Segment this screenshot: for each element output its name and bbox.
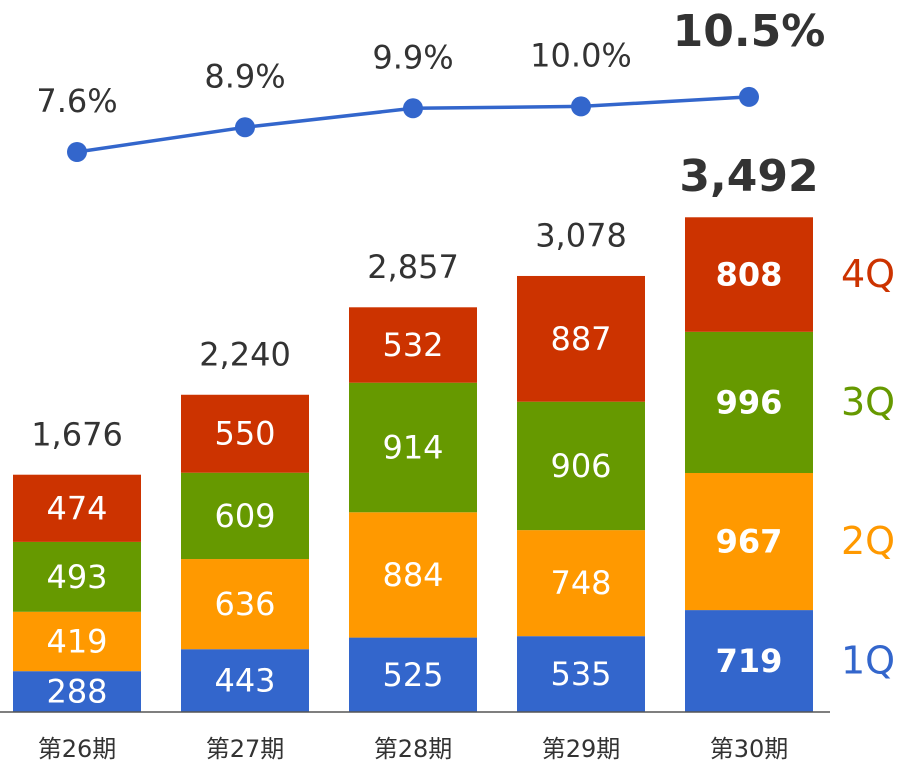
segment-label: 525: [382, 656, 443, 694]
bar-segment: [13, 611, 141, 672]
bar-segment: [685, 473, 813, 611]
bar-segment: [349, 307, 477, 383]
ratio-label: 7.6%: [36, 82, 117, 120]
segment-label: 914: [382, 428, 443, 466]
total-label: 2,240: [199, 335, 291, 373]
segment-label: 532: [382, 326, 443, 364]
ratio-point: [739, 86, 759, 107]
segment-label: 887: [550, 320, 611, 358]
bar-segment: [181, 394, 309, 473]
ratio-label: 10.5%: [673, 6, 826, 57]
bar-segment: [517, 530, 645, 637]
x-tick-label: 第30期: [710, 735, 789, 763]
ratio-label: 8.9%: [204, 57, 285, 95]
segment-label: 967: [716, 523, 783, 561]
bar-segment: [517, 275, 645, 402]
bar-segment: [685, 610, 813, 712]
bar-segment: [517, 636, 645, 712]
legend-label: 3Q: [841, 380, 895, 424]
bar-segment: [181, 559, 309, 650]
segment-label: 748: [550, 564, 611, 602]
segment-label: 808: [716, 256, 783, 294]
segment-label: 493: [46, 558, 107, 596]
bar-segment: [349, 637, 477, 712]
segment-label: 636: [214, 585, 275, 623]
x-tick-label: 第27期: [206, 735, 285, 763]
ratio-point: [235, 117, 255, 138]
bar-segment: [517, 401, 645, 531]
segment-label: 719: [716, 642, 783, 680]
x-tick-label: 第29期: [542, 735, 621, 763]
bar-segment: [181, 472, 309, 560]
segment-label: 550: [214, 415, 275, 453]
total-label: 2,857: [367, 248, 459, 286]
bar-segment: [349, 512, 477, 638]
bar-segment: [349, 382, 477, 513]
ratio-point: [571, 96, 591, 117]
x-tick-label: 第26期: [38, 735, 117, 763]
legend-label: 1Q: [841, 639, 895, 683]
total-label: 3,492: [679, 151, 818, 202]
bar-segment: [13, 541, 141, 612]
ratio-label: 9.9%: [372, 38, 453, 76]
legend-label: 4Q: [841, 252, 895, 296]
ratio-label: 10.0%: [530, 36, 632, 74]
segment-label: 419: [46, 622, 107, 660]
segment-label: 474: [46, 489, 107, 527]
x-tick-label: 第28期: [374, 735, 453, 763]
segment-label: 906: [550, 447, 611, 485]
bar-segment: [181, 649, 309, 712]
total-label: 3,078: [535, 217, 627, 255]
segment-label: 443: [214, 662, 275, 700]
legend-label: 2Q: [841, 519, 895, 563]
bar-segment: [685, 217, 813, 332]
segment-label: 535: [550, 655, 611, 693]
total-label: 1,676: [31, 415, 123, 453]
segment-label: 609: [214, 497, 275, 535]
segment-label: 288: [46, 673, 107, 711]
ratio-point: [67, 142, 87, 162]
bar-segment: [13, 671, 141, 712]
ratio-point: [403, 98, 423, 119]
bar-segment: [685, 331, 813, 474]
bar-segment: [13, 474, 141, 542]
segment-label: 996: [716, 383, 783, 421]
segment-label: 884: [382, 556, 443, 594]
